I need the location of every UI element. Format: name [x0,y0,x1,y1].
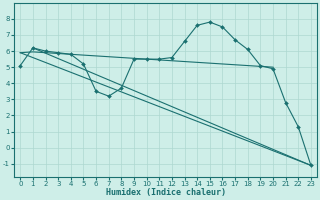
X-axis label: Humidex (Indice chaleur): Humidex (Indice chaleur) [106,188,226,197]
